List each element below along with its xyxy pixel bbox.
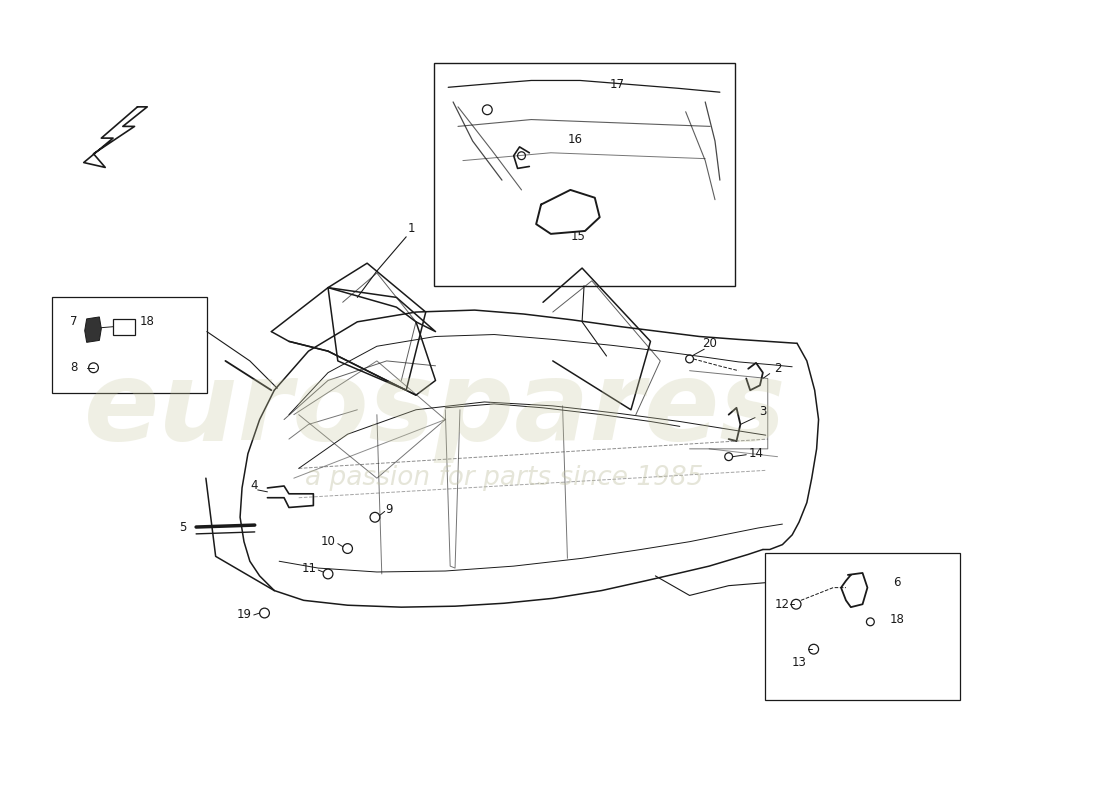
Text: 16: 16 [568, 133, 583, 146]
Text: 1: 1 [407, 222, 415, 235]
Text: 18: 18 [140, 315, 155, 328]
Bar [53, 298, 207, 393]
Text: 7: 7 [70, 315, 78, 328]
Text: 20: 20 [702, 337, 716, 350]
Text: 4: 4 [250, 479, 257, 493]
Text: 18: 18 [889, 614, 904, 626]
Bar [764, 554, 960, 700]
Text: 2: 2 [773, 362, 781, 375]
Text: 13: 13 [792, 656, 806, 670]
Text: 5: 5 [179, 521, 186, 534]
Text: a passion for parts since 1985: a passion for parts since 1985 [305, 465, 703, 491]
Text: 10: 10 [321, 535, 336, 548]
Text: 6: 6 [893, 576, 901, 590]
Text: 19: 19 [236, 609, 252, 622]
Text: 9: 9 [385, 503, 393, 516]
Text: 3: 3 [759, 406, 767, 418]
Text: 12: 12 [774, 598, 790, 610]
Bar [113, 319, 134, 334]
Text: 17: 17 [609, 78, 625, 91]
Text: 8: 8 [70, 362, 78, 374]
Text: 11: 11 [301, 562, 317, 574]
Bar [433, 63, 735, 286]
Polygon shape [85, 317, 101, 342]
Text: eurospares: eurospares [85, 356, 787, 463]
Text: 15: 15 [571, 230, 585, 243]
Text: 14: 14 [748, 447, 763, 460]
